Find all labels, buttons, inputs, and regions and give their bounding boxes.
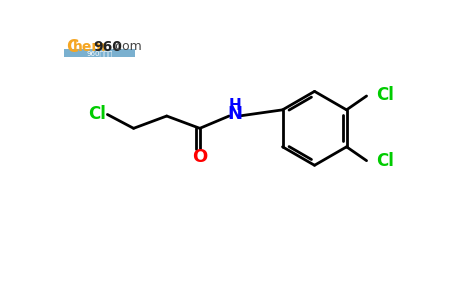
Text: C: C bbox=[66, 38, 78, 56]
Text: .com: .com bbox=[112, 40, 143, 53]
Text: hem: hem bbox=[73, 40, 107, 54]
Text: H: H bbox=[229, 98, 242, 113]
FancyBboxPatch shape bbox=[64, 49, 135, 57]
Text: Cl: Cl bbox=[89, 105, 106, 123]
Text: N: N bbox=[228, 105, 243, 123]
Text: O: O bbox=[192, 148, 208, 166]
Text: 960化工网: 960化工网 bbox=[87, 50, 113, 57]
Text: Cl: Cl bbox=[376, 86, 394, 104]
Text: Cl: Cl bbox=[376, 152, 394, 171]
Text: 960: 960 bbox=[93, 40, 122, 54]
